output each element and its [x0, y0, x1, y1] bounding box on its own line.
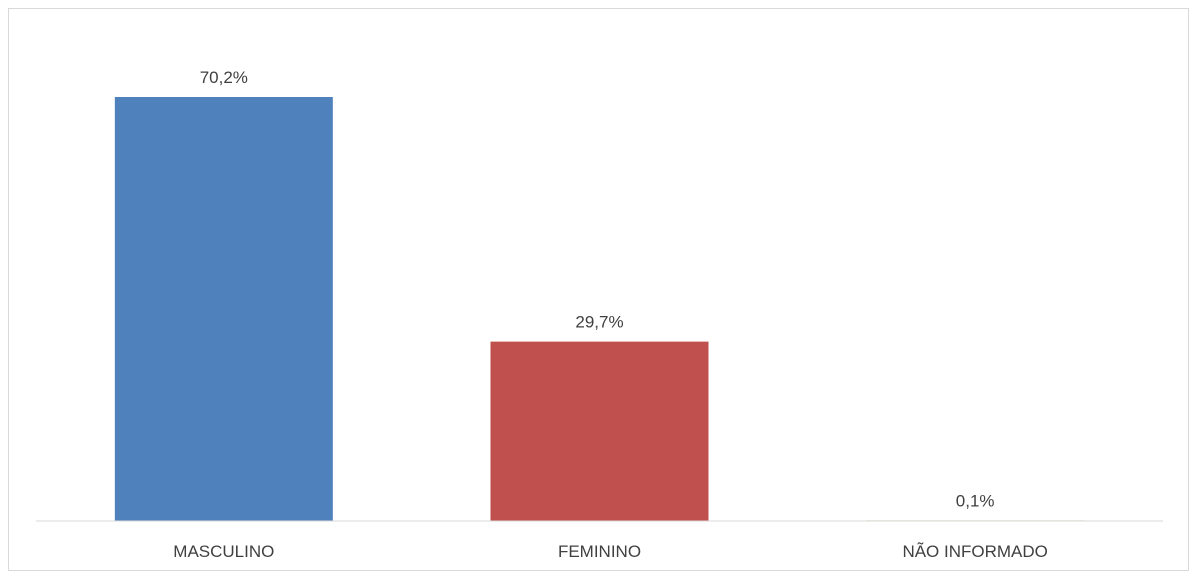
x-tick-label-0: MASCULINO: [173, 542, 274, 561]
x-tick-label-2: NÃO INFORMADO: [902, 542, 1047, 561]
data-label-0: 70,2%: [200, 68, 248, 87]
x-tick-label-1: FEMININO: [558, 542, 641, 561]
bar-0: [114, 97, 333, 521]
data-label-1: 29,7%: [575, 313, 623, 332]
x-tick-labels-group: MASCULINO FEMININO NÃO INFORMADO: [173, 542, 1048, 561]
bars-group: [114, 97, 1085, 521]
bar-1: [490, 341, 709, 521]
data-label-2: 0,1%: [956, 491, 995, 510]
data-labels-group: 70,2% 29,7% 0,1%: [200, 68, 995, 510]
